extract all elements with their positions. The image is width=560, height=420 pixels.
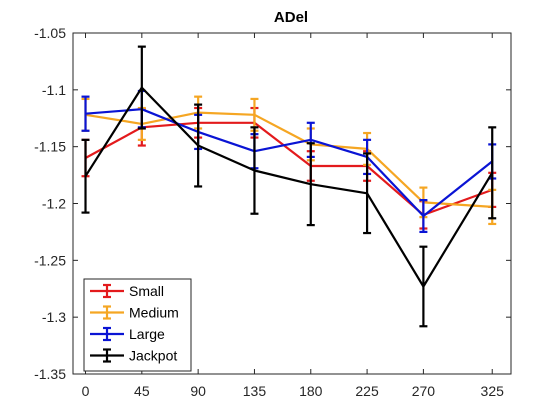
legend-item-small: Small	[90, 283, 164, 299]
y-tick-label: -1.15	[34, 139, 66, 155]
error-bar-jackpot	[194, 103, 203, 188]
y-tick-label: -1.25	[34, 252, 66, 268]
chart-title: ADel	[274, 9, 308, 26]
legend-label-small: Small	[129, 283, 164, 299]
plot-area	[81, 45, 497, 328]
error-bar-jackpot	[306, 142, 315, 227]
series-line-large	[85, 108, 493, 218]
x-tick-label: 135	[243, 383, 267, 399]
error-bar-jackpot	[81, 138, 90, 214]
x-tick-label: 90	[190, 383, 206, 399]
x-tick-label: 45	[134, 383, 150, 399]
error-bar-jackpot	[250, 126, 259, 215]
series-line-medium	[85, 111, 493, 208]
error-bar-jackpot	[488, 126, 497, 220]
x-tick-label: 180	[299, 383, 323, 399]
error-bar-jackpot	[419, 245, 428, 328]
y-tick-label: -1.05	[34, 25, 66, 41]
error-bar-large	[419, 198, 428, 234]
legend-item-jackpot: Jackpot	[90, 348, 177, 364]
y-tick-label: -1.3	[42, 309, 66, 325]
legend-item-medium: Medium	[90, 305, 179, 321]
x-tick-label: 225	[355, 383, 379, 399]
legend-label-medium: Medium	[129, 305, 179, 321]
axes: 0 45 90 135 180 225 270 325 -1.05 -1.1 -1.15 -1.2 -1…	[34, 25, 512, 399]
series-line-jackpot	[84, 86, 494, 288]
x-tick-label: 0	[82, 383, 90, 399]
x-tick-label: 270	[412, 383, 436, 399]
legend-item-large: Large	[90, 326, 165, 342]
error-bar-jackpot	[363, 152, 372, 235]
error-bar-large	[81, 95, 90, 132]
legend: Small Medium Large Jackpot	[83, 278, 192, 372]
series-jackpot	[81, 45, 497, 328]
x-tick-label: 325	[481, 383, 505, 399]
error-bar-jackpot	[137, 45, 146, 130]
y-tick-label: -1.35	[34, 366, 66, 382]
legend-label-large: Large	[129, 326, 165, 342]
legend-label-jackpot: Jackpot	[129, 348, 177, 364]
y-tick-label: -1.2	[42, 196, 66, 212]
y-tick-label: -1.1	[42, 82, 66, 98]
